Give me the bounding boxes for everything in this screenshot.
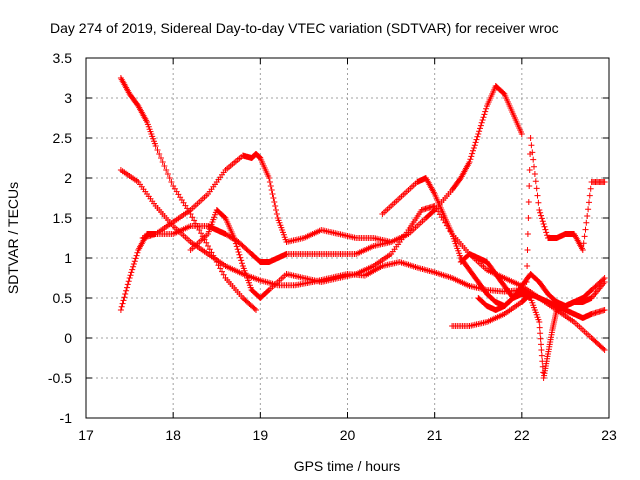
data-point-markers (139, 83, 525, 245)
axis-layer: 17 18 19 20 21 22 23 -1 -0.5 0 0.5 1 1.5 2 2.5 3 3.5 (48, 50, 617, 443)
y-tick-label: 0 (64, 330, 72, 346)
data-points-layer (117, 75, 608, 381)
series-track-g (449, 135, 608, 329)
y-tick-label: 3.5 (53, 50, 73, 66)
y-tick-label: 0.5 (53, 290, 73, 306)
data-point-markers (449, 135, 608, 329)
x-axis-title: GPS time / hours (294, 458, 401, 474)
x-tick-label: 23 (601, 427, 617, 443)
x-tick-label: 22 (514, 427, 530, 443)
series-track-a (117, 75, 259, 313)
y-tick-label: 3 (64, 90, 72, 106)
y-tick-label: 1 (64, 250, 72, 266)
series-track-d (139, 83, 525, 245)
series-track-c (117, 223, 395, 313)
x-tick-label: 19 (253, 427, 269, 443)
y-tick-label: -1 (60, 410, 73, 426)
y-tick-label: 2.5 (53, 130, 73, 146)
y-axis-title: SDTVAR / TECUs (5, 182, 21, 294)
grid-layer (86, 58, 609, 418)
chart-title: Day 274 of 2019, Sidereal Day-to-day VTE… (50, 20, 559, 36)
y-tick-label: 2 (64, 170, 72, 186)
x-tick-label: 21 (427, 427, 443, 443)
x-tick-label: 18 (165, 427, 181, 443)
x-tick-label: 17 (78, 427, 94, 443)
series-track-i (475, 287, 608, 321)
data-point-markers (117, 223, 395, 313)
data-point-markers (117, 75, 259, 313)
x-tick-label: 20 (340, 427, 356, 443)
data-point-markers (475, 287, 608, 321)
plot-frame (85, 57, 610, 419)
y-tick-label: -0.5 (48, 370, 72, 386)
y-tick-label: 1.5 (53, 210, 73, 226)
